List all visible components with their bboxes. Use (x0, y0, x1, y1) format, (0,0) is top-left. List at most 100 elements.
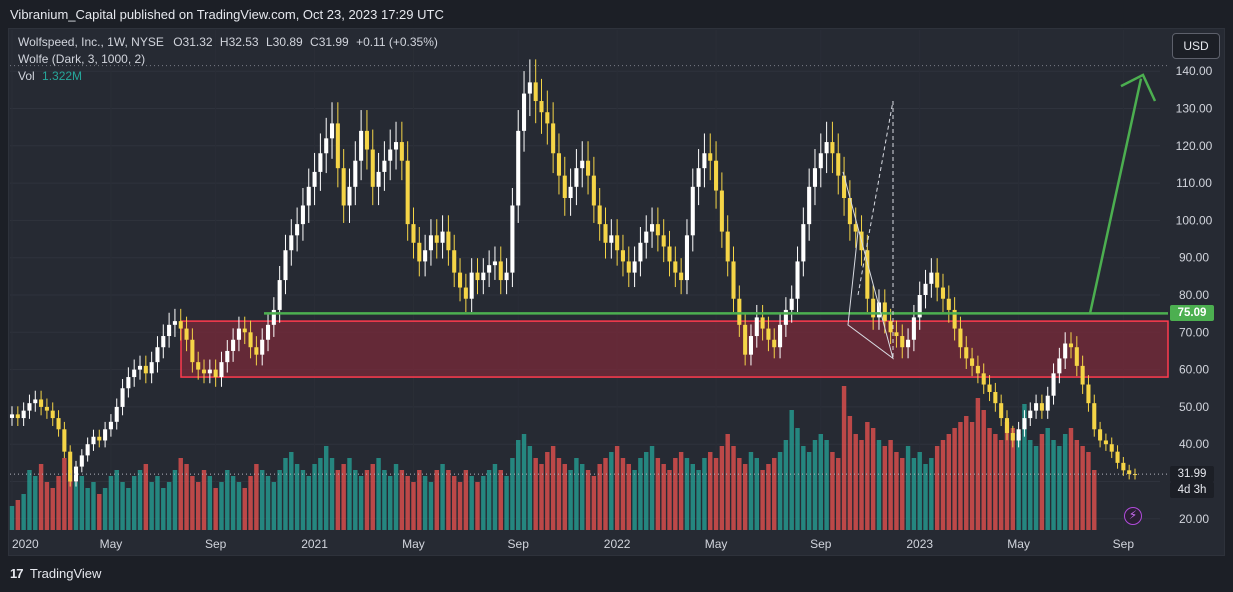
candle-body (155, 347, 160, 363)
volume-bar (108, 476, 114, 530)
volume-bar (748, 452, 754, 530)
time-tick-label: Sep (508, 537, 530, 551)
price-axis: 20.0030.0040.0050.0060.0070.0080.0090.00… (1176, 64, 1213, 526)
high-label: H (219, 35, 229, 49)
candle-body (475, 272, 480, 281)
time-tick-label: 2023 (906, 537, 933, 551)
volume-bar (673, 458, 678, 530)
volume-value: 1.322M (42, 69, 83, 83)
candle-body (970, 358, 975, 366)
volume-bar (97, 494, 102, 530)
candle-body (1045, 395, 1050, 411)
volume-bar (411, 482, 416, 530)
volume-bar (498, 470, 503, 530)
candle-body (329, 123, 335, 139)
indicator-row[interactable]: Wolfe (Dark, 3, 1000, 2) (18, 51, 442, 68)
volume-bar (591, 476, 597, 530)
candle-body (871, 298, 876, 318)
candle-body (68, 451, 73, 482)
volume-bar (50, 488, 55, 530)
volume-bar (632, 470, 637, 530)
candle-body (120, 388, 125, 407)
volume-label: Vol (18, 69, 35, 83)
candle-body (772, 339, 777, 348)
volume-bar (958, 422, 963, 530)
candle-body (1057, 358, 1062, 374)
volume-bar (812, 440, 818, 530)
price-tick-label: 50.00 (1179, 400, 1209, 414)
candle-body (789, 298, 794, 310)
currency-button[interactable]: USD (1172, 33, 1220, 59)
candle-body (1115, 451, 1120, 463)
candle-body (725, 231, 730, 262)
candle-body (958, 328, 963, 348)
volume-bar (382, 470, 387, 530)
candle-body (900, 336, 905, 348)
candle-body (347, 186, 352, 206)
candle-body (684, 235, 690, 281)
lightning-icon[interactable]: ⚡ (1124, 507, 1142, 525)
wolfe-wave-line (842, 171, 894, 360)
volume-bar (684, 458, 690, 530)
wolfe-drawings (10, 65, 1168, 360)
volume-bar (609, 452, 614, 530)
candle-body (27, 403, 32, 411)
candle-body (748, 336, 754, 355)
volume-bar (323, 446, 329, 530)
volume-bar (1010, 428, 1016, 530)
price-tick-label: 110.00 (1176, 176, 1212, 190)
volume-bar (341, 464, 346, 530)
volume-bar (38, 464, 44, 530)
candle-body (719, 190, 724, 232)
volume-row[interactable]: Vol 1.322M (18, 68, 442, 85)
volume-bar (73, 482, 79, 530)
volume-bar (265, 476, 271, 530)
volume-bar (562, 464, 567, 530)
time-tick-label: May (402, 537, 425, 551)
candle-body (778, 324, 783, 348)
price-tick-label: 80.00 (1179, 288, 1209, 302)
candle-body (300, 205, 305, 225)
volume-bar (463, 470, 469, 530)
candle-body (987, 384, 992, 392)
candle-body (341, 168, 346, 206)
volume-bar (830, 452, 835, 530)
candle-body (62, 429, 67, 452)
candle-body (50, 410, 55, 419)
footer-brand[interactable]: 17 TradingView (10, 564, 101, 584)
candle-body (935, 272, 940, 288)
candle-body (73, 466, 79, 482)
volume-bar (754, 458, 759, 530)
candle-body (254, 347, 259, 355)
volume-bar (702, 458, 707, 530)
candle-body (44, 406, 49, 411)
candle-body (126, 377, 131, 389)
volume-bar (91, 482, 96, 530)
time-tick-label: 2022 (604, 537, 631, 551)
candle-body (638, 242, 643, 262)
candle-body (1051, 373, 1056, 396)
volume-bar (876, 440, 882, 530)
projection-arrow (1088, 78, 1143, 314)
candle-body (923, 283, 928, 295)
volume-bar (102, 488, 108, 530)
candle-body (743, 324, 748, 355)
candle-body (265, 324, 271, 340)
candle-body (219, 362, 224, 378)
volume-bar (969, 422, 975, 530)
volume-bar (865, 422, 870, 530)
candle-body (568, 186, 573, 199)
candle-body (15, 414, 20, 419)
candle-body (807, 186, 812, 225)
volume-bar (742, 464, 748, 530)
candle-body (1034, 403, 1039, 411)
candle-body (376, 171, 381, 187)
volume-bar (1016, 434, 1021, 530)
candle-body (510, 205, 515, 273)
volume-bar (731, 446, 736, 530)
candle-body (562, 175, 567, 199)
time-tick-label: May (1007, 537, 1030, 551)
candle-body (190, 339, 195, 363)
price-tick-label: 60.00 (1179, 363, 1209, 377)
